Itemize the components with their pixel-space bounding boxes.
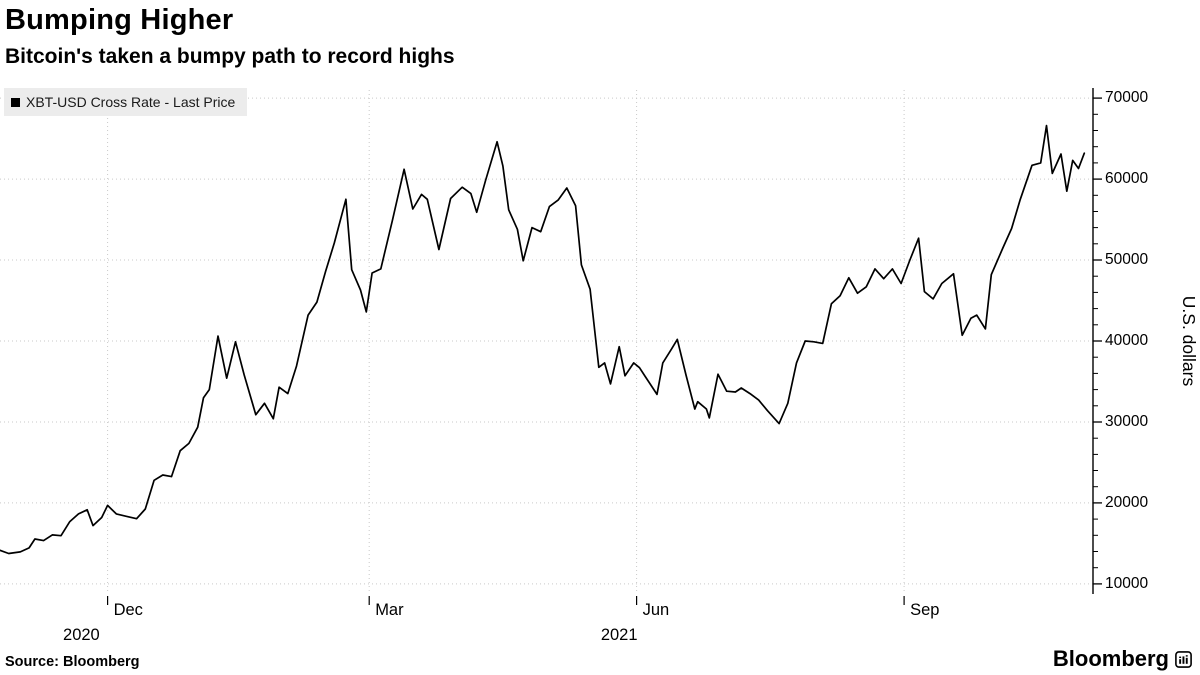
y-tick-label: 60000 [1105, 170, 1148, 187]
price-polyline [0, 124, 1086, 555]
legend-label: XBT-USD Cross Rate - Last Price [26, 94, 236, 110]
chart-title: Bumping Higher [5, 4, 234, 36]
year-label: 2021 [601, 626, 638, 644]
x-axis: Dec Mar Jun Sep 2020 2021 [63, 596, 939, 644]
x-tick-label: Sep [910, 601, 939, 619]
y-tick-label: 10000 [1105, 575, 1148, 592]
x-tick-label: Dec [114, 601, 143, 619]
chart-subtitle: Bitcoin's taken a bumpy path to record h… [5, 45, 455, 68]
bloomberg-logo: Bloomberg [1053, 646, 1192, 672]
y-tick-label: 20000 [1105, 494, 1148, 511]
price-series [0, 124, 1086, 555]
series-marker-icon [11, 97, 20, 107]
y-tick-label: 40000 [1105, 332, 1148, 349]
y-axis-title: U.S. dollars [1179, 296, 1199, 387]
bloomberg-terminal-icon [1175, 650, 1192, 668]
year-label: 2020 [63, 626, 100, 644]
bloomberg-wordmark: Bloomberg [1052, 646, 1169, 671]
y-tick-label: 30000 [1105, 413, 1148, 430]
grid [0, 90, 1093, 592]
y-tick-label: 70000 [1105, 89, 1148, 106]
source-note: Source: Bloomberg [5, 654, 140, 670]
x-tick-label: Jun [643, 601, 670, 619]
y-axis: 10000 20000 30000 40000 50000 60000 70000 U.S. … [1092, 88, 1199, 594]
x-tick-label: Mar [375, 601, 404, 619]
legend: XBT-USD Cross Rate - Last Price [4, 88, 248, 116]
y-tick-label: 50000 [1105, 251, 1148, 268]
